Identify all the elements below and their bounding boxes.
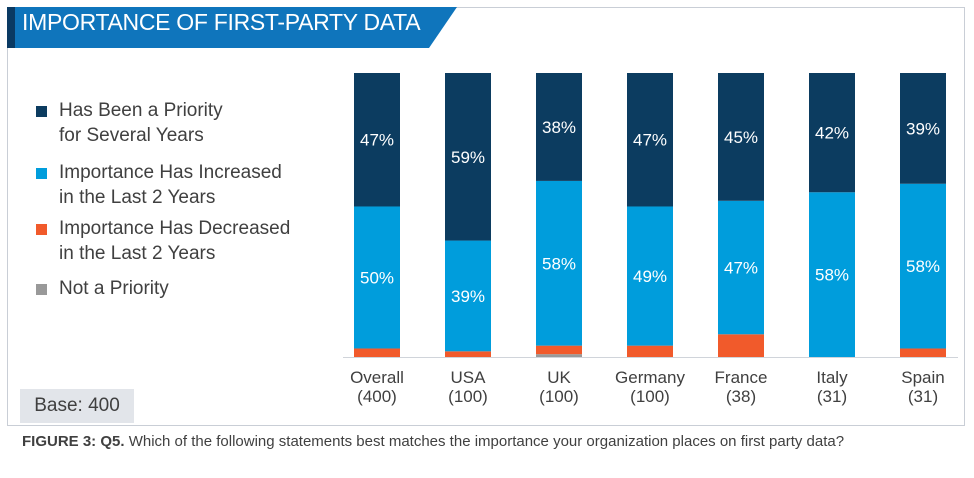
x-tick-label: USA: [451, 368, 487, 387]
x-tick-label: Italy: [816, 368, 848, 387]
data-label: 45%: [724, 128, 758, 147]
x-tick-base-label: (100): [630, 387, 670, 406]
bar-segment: [536, 354, 582, 357]
bar-segment: [536, 180, 582, 346]
data-label: 47%: [724, 259, 758, 278]
figure-frame: [7, 7, 965, 426]
legend-label-line: in the Last 2 Years: [59, 187, 216, 208]
bar-segment: [900, 183, 946, 349]
data-label: 47%: [360, 131, 394, 150]
bar-segment: [445, 240, 491, 352]
bar-segment: [900, 348, 946, 357]
bar-segment: [809, 192, 855, 357]
x-tick-base-label: (31): [817, 387, 847, 406]
x-tick-base-label: (100): [448, 387, 488, 406]
data-label: 58%: [815, 266, 849, 285]
x-tick-base-label: (38): [726, 387, 756, 406]
x-tick-label: UK: [547, 368, 571, 387]
x-tick-label: France: [715, 368, 768, 387]
legend-label-line: for Several Years: [59, 125, 204, 146]
x-tick-base-label: (100): [539, 387, 579, 406]
legend-label-line: Has Been a Priority: [59, 100, 223, 121]
base-label: Base: 400: [20, 389, 134, 423]
x-tick-base-label: (31): [908, 387, 938, 406]
bar-segment: [718, 73, 764, 201]
x-tick-base-label: (400): [357, 387, 397, 406]
legend-label: Has Been a Priority for Several Years: [59, 98, 223, 148]
bar-segment: [900, 73, 946, 184]
caption-figure-number: FIGURE 3: Q5.: [22, 433, 125, 450]
chart-title: IMPORTANCE OF FIRST-PARTY DATA: [22, 9, 421, 35]
legend-swatch: [36, 106, 47, 117]
legend-label: Not a Priority: [59, 276, 169, 301]
data-label: 50%: [360, 268, 394, 287]
data-label: 59%: [451, 148, 485, 167]
legend-label: Importance Has Increased in the Last 2 Ye…: [59, 160, 282, 210]
bar-segment: [718, 334, 764, 357]
caption-question: Which of the following statements best m…: [124, 433, 845, 450]
data-label: 58%: [542, 254, 576, 273]
legend-label-line: Importance Has Decreased: [59, 218, 291, 239]
x-tick-label: Germany: [615, 368, 685, 387]
bar-segment: [445, 73, 491, 241]
bar-segment: [354, 348, 400, 357]
legend-swatch: [36, 224, 47, 235]
data-label: 39%: [451, 287, 485, 306]
bar-segment: [536, 73, 582, 181]
data-label: 47%: [633, 131, 667, 150]
bar-segment: [354, 73, 400, 207]
figure-caption: FIGURE 3: Q5. Which of the following sta…: [22, 432, 962, 451]
data-label: 42%: [815, 124, 849, 143]
legend-label-line: in the Last 2 Years: [59, 243, 216, 264]
bar-segment: [445, 351, 491, 357]
legend-label: Importance Has Decreased in the Last 2 Ye…: [59, 216, 290, 266]
bar-segment: [354, 206, 400, 349]
legend-swatch: [36, 284, 47, 295]
data-label: 58%: [906, 257, 940, 276]
bar-segment: [627, 206, 673, 346]
legend-label-line: Importance Has Increased: [59, 162, 282, 183]
x-tick-label: Overall: [350, 368, 404, 387]
data-label: 38%: [542, 118, 576, 137]
data-label: 39%: [906, 119, 940, 138]
legend-swatch: [36, 168, 47, 179]
bar-segment: [627, 73, 673, 207]
bar-segment: [536, 345, 582, 355]
bar-segment: [809, 73, 855, 193]
bar-segment: [627, 345, 673, 357]
legend-label-line: Not a Priority: [59, 278, 169, 299]
bar-segment: [718, 200, 764, 335]
title-bar: [7, 7, 457, 48]
x-tick-label: Spain: [901, 368, 944, 387]
data-label: 49%: [633, 267, 667, 286]
